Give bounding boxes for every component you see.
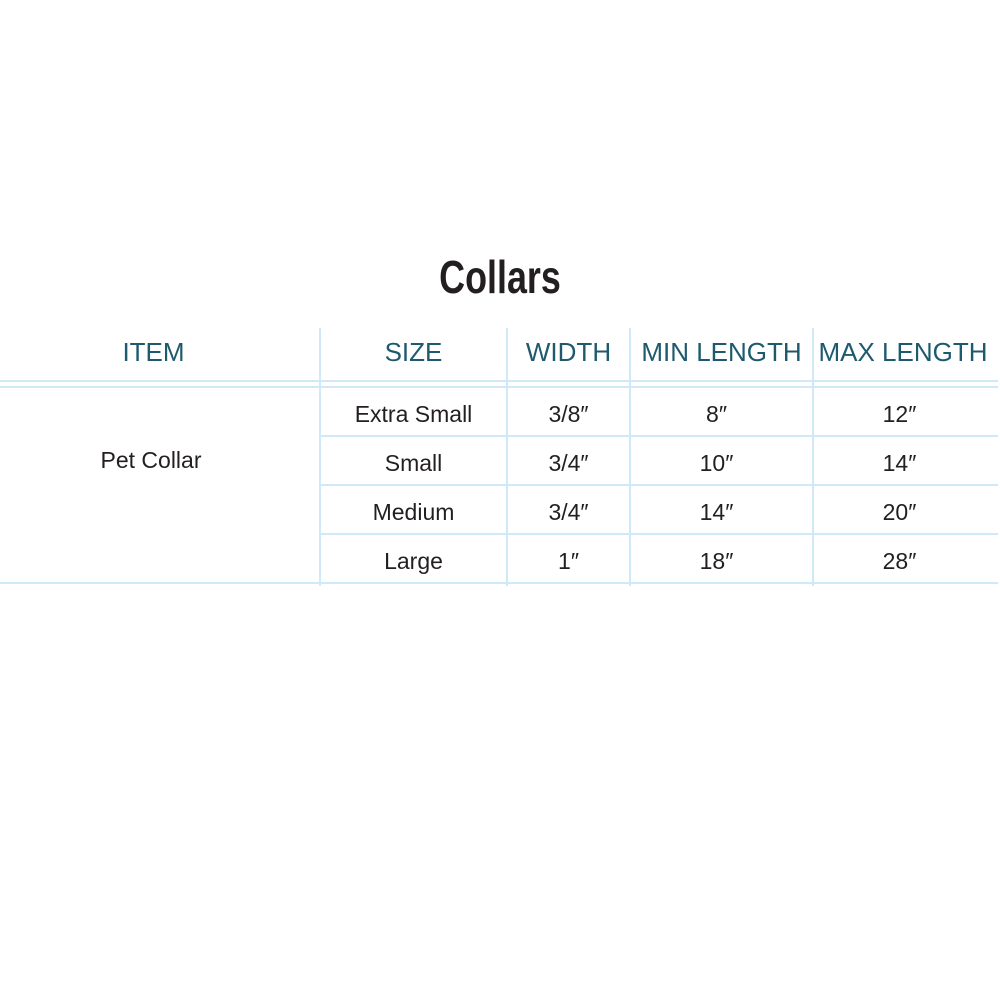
column-divider	[506, 328, 508, 586]
header-min-length: MIN LENGTH	[641, 337, 802, 367]
size-cell: Large	[384, 548, 443, 574]
width-cell: 3/4″	[548, 450, 589, 476]
row-divider	[320, 533, 998, 535]
column-divider	[629, 328, 631, 586]
table-bottom-border	[0, 582, 998, 584]
header-width: WIDTH	[525, 337, 612, 367]
min-length-cell: 18″	[699, 548, 734, 574]
max-length-cell: 28″	[882, 548, 917, 574]
min-length-cell: 10″	[699, 450, 734, 476]
header-divider	[0, 386, 998, 388]
size-cell: Extra Small	[354, 401, 473, 427]
min-length-cell: 14″	[699, 499, 734, 525]
size-cell: Medium	[372, 499, 455, 525]
item-cell: Pet Collar	[100, 447, 202, 473]
header-size: SIZE	[384, 337, 443, 367]
column-divider	[319, 328, 321, 586]
column-divider	[812, 328, 814, 586]
row-divider	[320, 484, 998, 486]
header-item: ITEM	[122, 337, 185, 367]
page-title: Collars	[439, 251, 561, 303]
width-cell: 3/4″	[548, 499, 589, 525]
max-length-cell: 12″	[882, 401, 917, 427]
min-length-cell: 8″	[706, 401, 727, 427]
row-divider	[320, 435, 998, 437]
width-cell: 1″	[558, 548, 579, 574]
width-cell: 3/8″	[548, 401, 589, 427]
max-length-cell: 14″	[882, 450, 917, 476]
header-max-length: MAX LENGTH	[818, 337, 988, 367]
max-length-cell: 20″	[882, 499, 917, 525]
size-cell: Small	[384, 450, 443, 476]
header-divider	[0, 380, 998, 382]
